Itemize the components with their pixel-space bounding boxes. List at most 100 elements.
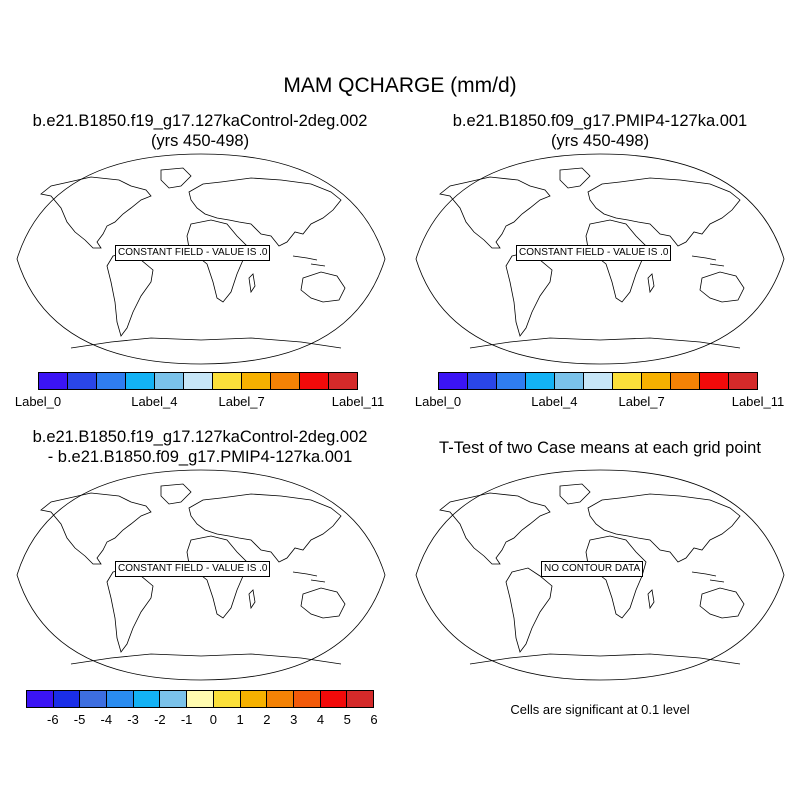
panel-3-title-line1: b.e21.B1850.f19_g17.127kaControl-2deg.00… bbox=[32, 428, 368, 446]
colorbar-2-swatches bbox=[438, 372, 758, 390]
colorbar-swatch bbox=[700, 373, 729, 389]
north-america bbox=[40, 492, 152, 565]
colorbar-label: 6 bbox=[370, 712, 378, 727]
indonesia bbox=[292, 571, 326, 583]
europe-asia bbox=[587, 493, 741, 563]
map-boundary bbox=[16, 469, 386, 681]
europe-asia bbox=[587, 177, 741, 247]
greenland bbox=[160, 483, 192, 505]
colorbar-swatch bbox=[271, 373, 300, 389]
colorbar-label: -3 bbox=[127, 712, 139, 727]
madagascar bbox=[248, 589, 256, 610]
panel-2-title-line1: b.e21.B1850.f09_g17.PMIP4-127ka.001 bbox=[452, 112, 748, 130]
map-boundary bbox=[415, 469, 785, 681]
panel-2-title: b.e21.B1850.f09_g17.PMIP4-127ka.001 (yrs… bbox=[400, 111, 800, 151]
greenland bbox=[160, 167, 192, 189]
colorbar-label: Label_11 bbox=[731, 394, 785, 409]
colorbar-label: Label_0 bbox=[14, 394, 62, 409]
panel-4-title: T-Test of two Case means at each grid po… bbox=[400, 438, 800, 458]
australia bbox=[300, 587, 346, 619]
europe-asia bbox=[188, 177, 342, 247]
indonesia bbox=[292, 255, 326, 267]
colorbar-swatch bbox=[729, 373, 757, 389]
panel-3-title: b.e21.B1850.f19_g17.127kaControl-2deg.00… bbox=[0, 427, 400, 467]
greenland bbox=[559, 167, 591, 189]
panel-1-message: CONSTANT FIELD - VALUE IS .0 bbox=[115, 245, 271, 261]
south-america bbox=[106, 567, 154, 653]
panel-3-message: CONSTANT FIELD - VALUE IS .0 bbox=[115, 561, 271, 577]
colorbar-swatch bbox=[155, 373, 184, 389]
madagascar bbox=[248, 273, 256, 294]
colorbar-swatch bbox=[267, 691, 294, 707]
colorbar-label: Label_7 bbox=[218, 394, 265, 409]
colorbar-swatch bbox=[497, 373, 526, 389]
map-panel-3: CONSTANT FIELD - VALUE IS .0 bbox=[11, 468, 391, 687]
map-boundary bbox=[415, 153, 785, 365]
colorbar-swatch bbox=[240, 691, 268, 707]
colorbar-swatch bbox=[613, 373, 642, 389]
colorbar-panel-1: Label_0 Label_4 Label_7 Label_11 bbox=[15, 372, 384, 409]
australia bbox=[699, 587, 745, 619]
colorbar-swatch bbox=[133, 691, 161, 707]
colorbar-swatch bbox=[213, 691, 241, 707]
panel-4-title-line1: T-Test of two Case means at each grid po… bbox=[439, 439, 761, 457]
colorbar-label: Label_4 bbox=[531, 394, 578, 409]
colorbar-label: -1 bbox=[180, 712, 193, 727]
colorbar-difference: -6 -5 -4 -3 -2 -1 0 1 2 3 4 5 6 bbox=[26, 690, 378, 727]
north-america bbox=[439, 492, 551, 565]
colorbar-swatch bbox=[53, 691, 81, 707]
map-boundary bbox=[16, 153, 386, 365]
antarctica bbox=[70, 337, 342, 349]
colorbar-swatch bbox=[160, 691, 188, 707]
south-america bbox=[505, 567, 553, 653]
colorbar-swatch bbox=[27, 691, 54, 707]
panel-2-message: CONSTANT FIELD - VALUE IS .0 bbox=[516, 245, 672, 261]
map-panel-2: CONSTANT FIELD - VALUE IS .0 bbox=[410, 152, 790, 371]
colorbar-swatch bbox=[347, 691, 373, 707]
colorbar-1-swatches bbox=[38, 372, 358, 390]
colorbar-label: 2 bbox=[263, 712, 271, 727]
colorbar-swatch bbox=[97, 373, 126, 389]
world-map-3 bbox=[16, 469, 386, 681]
colorbar-swatch bbox=[184, 373, 213, 389]
colorbar-swatch bbox=[329, 373, 357, 389]
colorbar-swatch bbox=[213, 373, 242, 389]
colorbar-swatch bbox=[439, 373, 468, 389]
colorbar-swatch bbox=[293, 691, 321, 707]
africa bbox=[585, 535, 647, 619]
north-america bbox=[40, 176, 152, 249]
colorbar-swatch bbox=[242, 373, 271, 389]
africa bbox=[186, 219, 248, 303]
panel-1-title-line1: b.e21.B1850.f19_g17.127kaControl-2deg.00… bbox=[32, 112, 368, 130]
colorbar-swatch bbox=[80, 691, 108, 707]
colorbar-label: -5 bbox=[73, 712, 86, 727]
panel-4-message: NO CONTOUR DATA bbox=[541, 561, 644, 577]
colorbar-swatch bbox=[126, 373, 155, 389]
colorbar-label: -6 bbox=[46, 712, 59, 727]
antarctica bbox=[469, 653, 741, 665]
colorbar-swatch bbox=[68, 373, 97, 389]
colorbar-label: Label_11 bbox=[331, 394, 385, 409]
world-map-2 bbox=[415, 153, 785, 365]
map-panel-1: CONSTANT FIELD - VALUE IS .0 bbox=[11, 152, 391, 371]
antarctica bbox=[469, 337, 741, 349]
south-america bbox=[505, 251, 553, 337]
colorbar-swatch bbox=[468, 373, 497, 389]
significance-note: Cells are significant at 0.1 level bbox=[510, 702, 690, 717]
panel-3-title-line2: - b.e21.B1850.f09_g17.PMIP4-127ka.001 bbox=[47, 448, 353, 466]
colorbar-3-labels: -6 -5 -4 -3 -2 -1 0 1 2 3 4 5 6 bbox=[26, 708, 378, 727]
greenland bbox=[559, 483, 591, 505]
world-map-1 bbox=[16, 153, 386, 365]
colorbar-swatch bbox=[300, 373, 329, 389]
antarctica bbox=[70, 653, 342, 665]
indonesia bbox=[691, 255, 725, 267]
colorbar-1-labels: Label_0 Label_4 Label_7 Label_11 bbox=[15, 390, 384, 409]
colorbar-3-swatches bbox=[26, 690, 374, 708]
colorbar-label: 3 bbox=[290, 712, 298, 727]
colorbar-swatch bbox=[320, 691, 348, 707]
madagascar bbox=[647, 589, 655, 610]
colorbar-panel-2: Label_0 Label_4 Label_7 Label_11 bbox=[415, 372, 784, 409]
colorbar-label: -4 bbox=[100, 712, 113, 727]
madagascar bbox=[647, 273, 655, 294]
panel-1-title: b.e21.B1850.f19_g17.127kaControl-2deg.00… bbox=[0, 111, 400, 151]
